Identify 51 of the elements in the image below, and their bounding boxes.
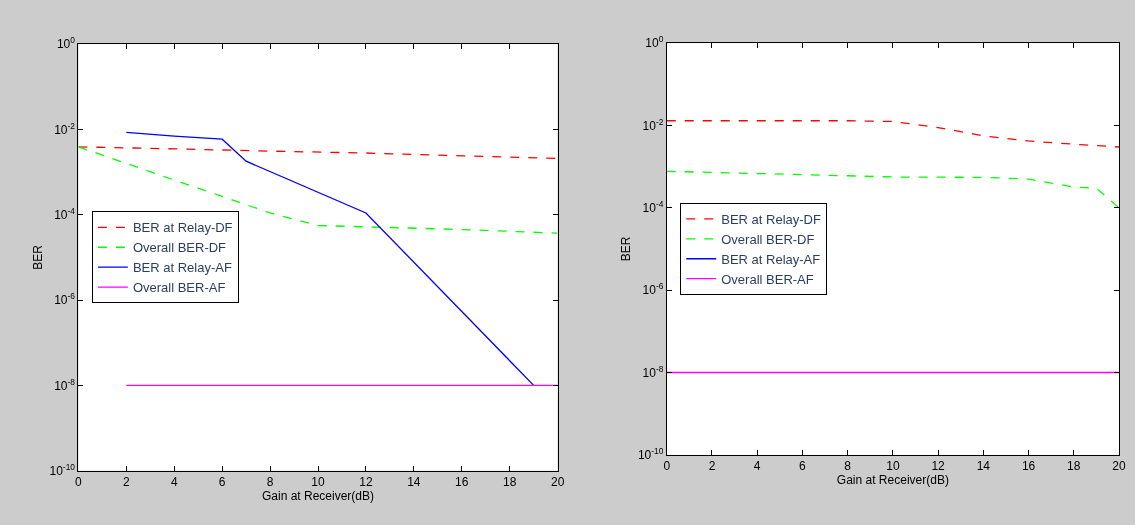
x-tick-label: 4 <box>170 475 178 490</box>
x-tick-label: 8 <box>266 475 274 490</box>
x-tick-label: 16 <box>1021 459 1036 474</box>
x-tick-label: 12 <box>931 459 946 474</box>
line-series <box>78 146 558 234</box>
y-tick-label: 10$^{-8}$ <box>642 363 664 380</box>
line-series <box>78 146 558 159</box>
legend-label: BER at Relay-AF <box>721 251 821 267</box>
line-series <box>666 120 1119 148</box>
legend-label: BER at Relay-DF <box>721 212 821 228</box>
x-tick-label: 0 <box>663 459 671 474</box>
y-axis-title: BER <box>30 244 45 270</box>
y-tick-label: 10$^{0}$ <box>56 35 76 52</box>
x-tick-label: 6 <box>799 459 807 474</box>
x-tick-label: 14 <box>407 475 421 490</box>
x-tick-label: 12 <box>359 475 373 490</box>
x-tick-label: 0 <box>75 475 83 490</box>
line-series <box>666 170 1119 209</box>
legend-label: Overall BER-AF <box>132 280 226 296</box>
y-tick-label: 10$^{0}$ <box>645 34 664 51</box>
x-tick-label: 20 <box>1112 459 1126 474</box>
legend-label: Overall BER-DF <box>721 231 815 247</box>
x-tick-label: 18 <box>1067 459 1081 474</box>
y-axis-title: BER <box>619 236 634 262</box>
y-tick-label: 10$^{-8}$ <box>54 376 76 393</box>
legend-label: BER at Relay-DF <box>132 220 233 236</box>
x-tick-label: 6 <box>218 475 226 490</box>
x-tick-label: 20 <box>550 475 565 490</box>
y-tick-label: 10$^{-6}$ <box>642 281 664 298</box>
legend-label: BER at Relay-AF <box>132 260 232 276</box>
x-tick-label: 14 <box>976 459 991 474</box>
y-tick-label: 10$^{-4}$ <box>642 198 664 216</box>
line-series <box>125 131 535 386</box>
x-tick-label: 10 <box>886 459 900 474</box>
legend-label: Overall BER-DF <box>132 240 227 256</box>
y-tick-label: 10$^{-2}$ <box>642 116 664 133</box>
x-tick-label: 8 <box>844 459 852 474</box>
y-tick-label: 10$^{-10}$ <box>49 461 76 478</box>
x-axis-title: Gain at Receiver(dB) <box>836 473 949 488</box>
legend-label: Overall BER-AF <box>721 271 814 287</box>
x-tick-label: 2 <box>708 459 716 474</box>
x-tick-label: 2 <box>122 475 130 490</box>
x-tick-label: 18 <box>503 475 517 490</box>
x-tick-label: 4 <box>753 459 761 474</box>
y-tick-label: 10$^{-10}$ <box>637 446 664 463</box>
y-tick-label: 10$^{-6}$ <box>54 291 76 308</box>
y-tick-label: 10$^{-4}$ <box>54 205 76 222</box>
x-tick-label: 10 <box>311 475 325 490</box>
y-tick-label: 10$^{-2}$ <box>54 120 76 137</box>
x-tick-label: 16 <box>455 475 469 490</box>
x-axis-title: Gain at Receiver(dB) <box>261 489 375 504</box>
